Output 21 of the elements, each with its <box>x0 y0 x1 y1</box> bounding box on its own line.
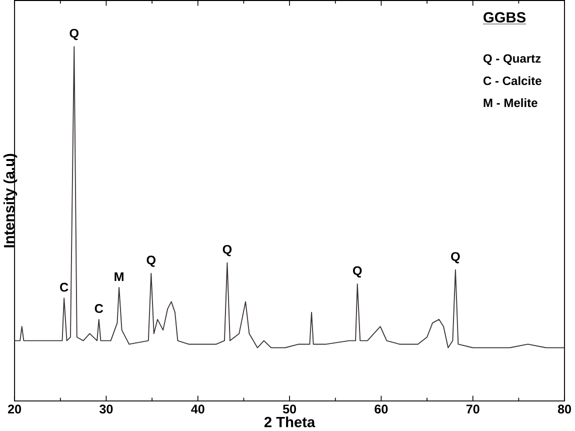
x-tick-label: 50 <box>282 404 296 414</box>
annotation: Q <box>451 252 460 264</box>
text: GGBS <box>484 12 526 23</box>
annotation: M <box>114 272 124 282</box>
x-axis-title: 2 Theta <box>264 416 316 428</box>
annotation: C <box>94 304 104 314</box>
y-axis-title: Intensity (a.u) <box>3 154 18 248</box>
x-tick-label: 80 <box>558 404 571 414</box>
annotation: Q <box>146 256 156 267</box>
x-tick-label: 20 <box>8 404 22 414</box>
annotation: Q - Quartz <box>483 54 541 66</box>
annotation: C <box>60 282 68 292</box>
annotation: Q <box>222 245 232 256</box>
x-tick-label: 70 <box>466 404 480 414</box>
annotation: C - Calcite <box>483 76 542 86</box>
annotation: M - Melite <box>484 98 538 108</box>
x-tick-label: 60 <box>374 404 388 414</box>
x-tick-label: 30 <box>100 404 113 414</box>
annotation: Q <box>353 266 362 278</box>
x-tick-label: 40 <box>191 404 204 414</box>
annotation: Q <box>70 28 78 40</box>
